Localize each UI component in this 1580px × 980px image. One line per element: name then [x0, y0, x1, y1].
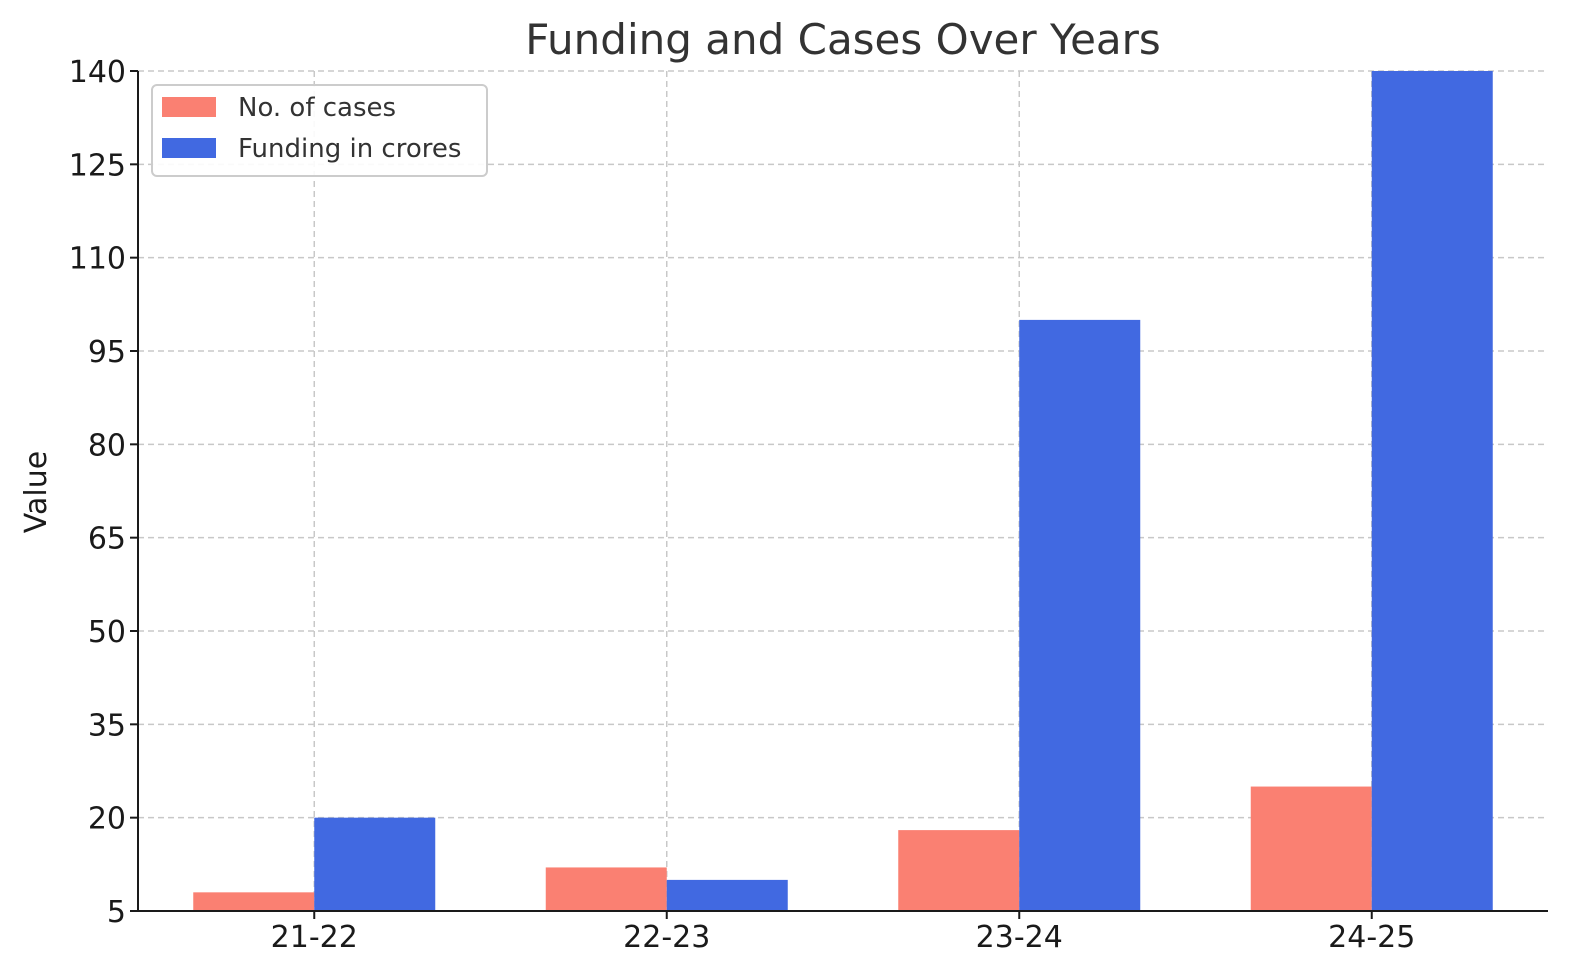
- bar-cases-21-22: [193, 892, 315, 911]
- grid: [138, 70, 1548, 911]
- bar-funding-22-23: [666, 879, 788, 911]
- bar-cases-22-23: [545, 867, 667, 911]
- y-tick-label: 80: [88, 428, 126, 463]
- y-tick-label: 20: [88, 802, 126, 837]
- bar-funding-24-25: [1371, 71, 1493, 911]
- y-tick-label: 65: [88, 522, 126, 557]
- ticks: 5 20 35 50 65 80 95 110 125 140 21-22 22-23 23-24 24-…: [69, 55, 1416, 955]
- x-tick-label: 22-23: [623, 920, 710, 955]
- bar-funding-23-24: [1019, 319, 1141, 911]
- y-tick-label: 35: [88, 708, 126, 743]
- axes: [137, 71, 1548, 912]
- bar-cases-24-25: [1250, 786, 1372, 911]
- chart-title: Funding and Cases Over Years: [525, 15, 1161, 64]
- y-tick-label: 50: [88, 615, 126, 650]
- y-tick-label: 140: [69, 55, 126, 90]
- y-tick-label: 5: [107, 895, 126, 930]
- legend-entry-label: Funding in crores: [238, 134, 461, 164]
- legend-box: [151, 84, 488, 177]
- legend-swatch: [162, 138, 216, 158]
- y-tick-label: 95: [88, 335, 126, 370]
- y-tick-label: 125: [69, 148, 126, 183]
- x-tick-label: 24-25: [1328, 920, 1415, 955]
- legend: No. of cases Funding in crores: [151, 84, 488, 177]
- x-tick-label: 23-24: [976, 920, 1063, 955]
- y-axis-label: Value: [19, 451, 54, 533]
- bar-funding-21-22: [314, 817, 436, 911]
- bar-cases-23-24: [898, 830, 1020, 911]
- bars: [193, 71, 1493, 911]
- x-tick-label: 21-22: [271, 920, 358, 955]
- legend-swatch: [162, 97, 216, 117]
- y-tick-label: 110: [69, 242, 126, 277]
- legend-entry-label: No. of cases: [238, 93, 396, 123]
